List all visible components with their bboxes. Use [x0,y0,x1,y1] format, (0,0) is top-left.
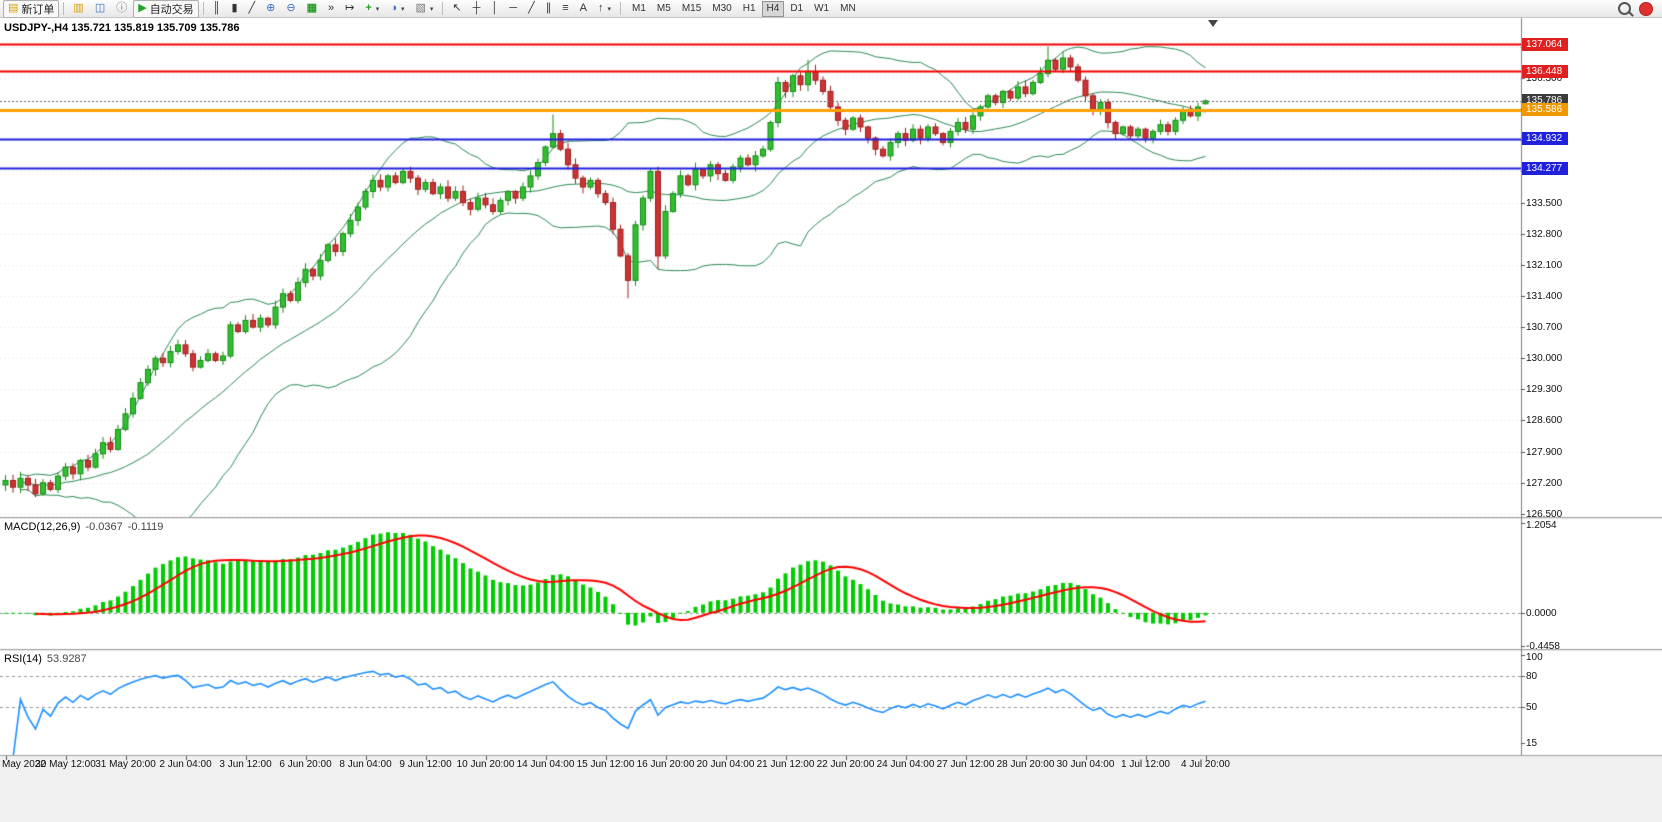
channel-icon: ∥ [545,2,552,14]
vertical-line-tool-button[interactable]: │ [486,0,503,18]
candlestick-chart-icon: ▮ [231,2,238,14]
candlestick-chart-button[interactable]: ▮ [226,0,242,18]
timeframe-mn-button[interactable]: MN [840,2,856,14]
arrows-tool-button[interactable]: ↑ ▾ [593,0,616,18]
fibonacci-icon: ≡ [562,2,569,14]
trendline-icon: ╱ [528,2,535,14]
line-chart-button[interactable]: ╱ [244,0,261,18]
horizontal-line-tool-button[interactable]: ─ [504,0,522,18]
toolbar-separator [442,2,444,15]
data-window-button[interactable]: ◫ [90,0,110,18]
chart-shift-icon: ↦ [345,2,355,14]
templates-icon: ▧ [415,2,426,14]
cursor-icon: ↖ [452,2,462,14]
timeframe-w1-button[interactable]: W1 [814,2,830,14]
zoom-in-icon: ⊕ [266,2,276,14]
toolbar: ▤ 新订单 ▥ ◫ ⓘ ▶ 自动交易 ║ ▮ ╱ ⊕ ⊖ ▦ » ↦ + ▾ ◑ [0,0,1662,18]
bar-chart-icon: ║ [212,2,221,14]
new-order-button[interactable]: ▤ 新订单 [3,0,60,18]
zoom-in-button[interactable]: ⊕ [261,0,280,18]
timeframe-m30-button[interactable]: M30 [712,2,732,14]
autotrading-label: 自动交易 [149,3,194,16]
autotrading-button[interactable]: ▶ 自动交易 [133,0,199,18]
tile-windows-icon: ▦ [306,2,318,14]
chart-shift-button[interactable]: ↦ [340,0,359,18]
dropdown-caret-icon: ▾ [400,5,405,13]
timeframe-d1-button[interactable]: D1 [790,2,804,14]
panel-divider[interactable] [0,515,1662,520]
fibonacci-tool-button[interactable]: ≡ [557,0,573,18]
periods-button[interactable]: ◑ ▾ [385,0,409,18]
notification-icon[interactable] [1639,1,1653,16]
templates-button[interactable]: ▧ ▾ [410,0,438,18]
horizontal-line-icon: ─ [509,2,518,14]
time-axis[interactable] [0,755,1662,777]
periods-clock-icon: ◑ [390,2,397,14]
indicators-add-icon: + [365,2,372,14]
text-icon: A [579,2,587,14]
channel-tool-button[interactable]: ∥ [541,0,557,18]
crosshair-icon: ┼ [472,2,481,14]
zoom-out-icon: ⊖ [286,2,296,14]
toolbar-separator [63,2,65,15]
trendline-tool-button[interactable]: ╱ [523,0,540,18]
price-axis[interactable] [1521,18,1662,755]
auto-scroll-button[interactable]: » [323,0,339,18]
indicators-button[interactable]: + ▾ [360,0,384,18]
text-tool-button[interactable]: A [575,0,592,18]
vertical-line-icon: │ [491,2,499,14]
timeframe-m15-button[interactable]: M15 [681,2,702,14]
info-button[interactable]: ⓘ [111,0,132,18]
dropdown-caret-icon: ▾ [429,5,434,13]
timeframe-m1-button[interactable]: M1 [632,2,646,14]
toolbar-separator [202,2,204,15]
line-chart-icon: ╱ [248,2,256,14]
crosshair-tool-button[interactable]: ┼ [468,0,486,18]
cursor-tool-button[interactable]: ↖ [447,0,466,18]
timeframe-m5-button[interactable]: M5 [656,2,671,14]
info-icon: ⓘ [116,2,128,14]
new-order-icon: ▤ [8,2,19,14]
timeframe-group: M1 M5 M15 M30 H1 H4 D1 W1 MN [627,0,861,17]
bar-chart-button[interactable]: ║ [208,0,226,18]
timeframe-h1-button[interactable]: H1 [742,2,756,14]
arrows-icon: ↑ [597,2,604,14]
new-order-label: 新订单 [21,3,55,16]
data-window-icon: ◫ [94,2,106,14]
tile-windows-button[interactable]: ▦ [302,0,322,18]
search-icon[interactable] [1618,2,1631,15]
auto-scroll-icon: » [328,2,335,14]
dropdown-caret-icon: ▾ [375,5,380,13]
timeframe-h4-button[interactable]: H4 [761,0,785,17]
toolbar-right [1618,1,1659,16]
autotrading-play-icon: ▶ [138,2,147,14]
market-watch-icon: ▥ [73,2,84,14]
dropdown-caret-icon: ▾ [607,5,611,13]
toolbar-separator [620,2,621,15]
market-watch-button[interactable]: ▥ [68,0,88,18]
panel-divider[interactable] [0,647,1662,652]
zoom-out-button[interactable]: ⊖ [281,0,300,18]
